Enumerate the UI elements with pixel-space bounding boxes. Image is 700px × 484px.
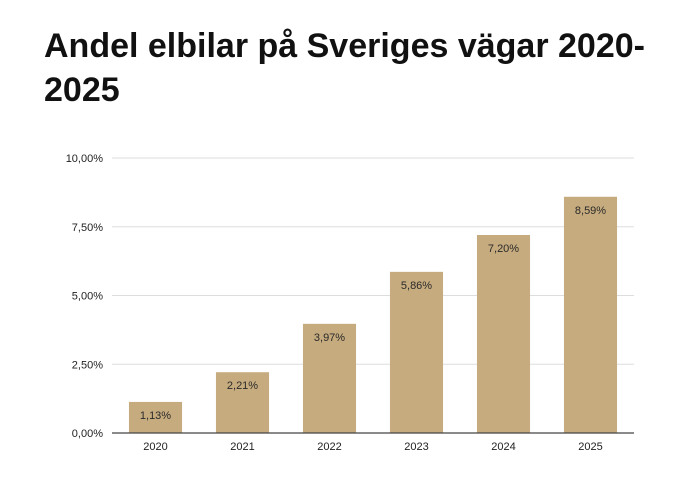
gridlines <box>112 157 634 365</box>
x-tick-label: 2022 <box>317 441 341 453</box>
data-label-2025: 8,59% <box>575 205 606 217</box>
chart-title: Andel elbilar på Sveriges vägar 2020-202… <box>44 27 645 109</box>
y-tick-label: 10,00% <box>66 153 104 165</box>
y-tick-label: 2,50% <box>72 359 103 371</box>
bar-2025 <box>563 196 618 433</box>
data-label-2023: 5,86% <box>401 280 432 292</box>
y-tick-label: 0,00% <box>72 428 103 440</box>
y-tick-label: 7,50% <box>72 222 103 234</box>
data-label-2024: 7,20% <box>488 243 519 255</box>
bar-2020 <box>128 401 183 433</box>
x-axis-tick-labels: 2020 2021 2022 2023 2024 2025 <box>143 441 602 453</box>
bar-2022 <box>302 323 357 433</box>
x-tick-label: 2023 <box>404 441 428 453</box>
x-tick-label: 2025 <box>578 441 602 453</box>
data-label-2021: 2,21% <box>227 380 258 392</box>
data-label-2022: 3,97% <box>314 332 345 344</box>
bar-2021 <box>215 372 270 433</box>
x-tick-label: 2024 <box>491 441 515 453</box>
x-tick-label: 2020 <box>143 441 167 453</box>
bar-2023 <box>389 271 444 433</box>
bar-2024 <box>476 235 531 433</box>
x-tick-label: 2021 <box>230 441 254 453</box>
data-labels: 1,13% 2,21% 3,97% 5,86% 7,20% 8,59% <box>140 205 606 422</box>
data-label-2020: 1,13% <box>140 410 171 422</box>
bars <box>128 196 618 433</box>
y-tick-label: 5,00% <box>72 291 103 303</box>
y-axis-tick-labels: 0,00% 2,50% 5,00% 7,50% 10,00% <box>66 153 104 440</box>
